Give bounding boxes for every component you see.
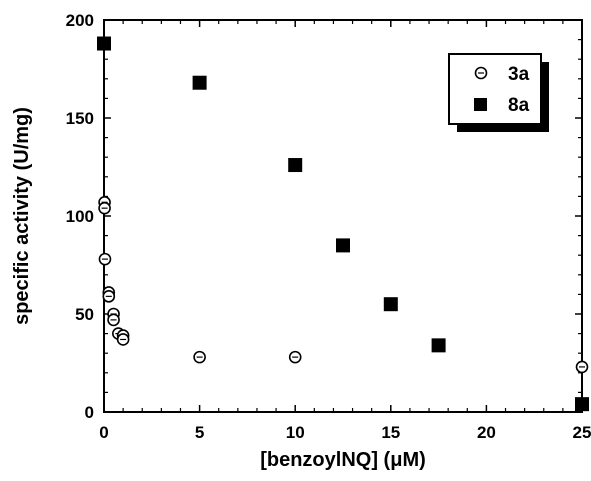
y-tick-label: 150: [66, 109, 94, 128]
legend: 3a 8a: [448, 53, 549, 132]
point-8a: [336, 238, 350, 253]
point-3a: [98, 201, 111, 215]
y-tick-label: 200: [66, 11, 94, 30]
legend-marker-8a: [474, 98, 487, 111]
legend-label-8a: 8a: [508, 95, 530, 116]
point-3a: [288, 350, 302, 364]
x-axis-label: [benzoylNQ] (μM): [260, 449, 426, 471]
point-3a: [107, 313, 120, 327]
x-tick-label: 10: [286, 423, 305, 442]
point-3a: [102, 290, 116, 303]
ticks-layer: 0 5 10 15 20 25 0 50 100 150 200: [66, 11, 591, 442]
x-tick-label: 25: [573, 423, 591, 442]
point-8a: [575, 397, 589, 412]
point-8a: [288, 158, 303, 173]
point-3a: [575, 360, 589, 374]
legend-box: [448, 53, 542, 125]
legend-label-3a: 3a: [508, 64, 530, 85]
y-tick-label: 50: [75, 305, 94, 324]
y-tick-label: 0: [85, 403, 94, 422]
point-3a: [193, 350, 206, 364]
y-tick-label: 100: [66, 207, 94, 226]
x-tick-label: 20: [477, 423, 496, 442]
point-8a: [192, 75, 207, 90]
y-axis-label: specific activity (U/mg): [11, 107, 33, 325]
point-3a: [116, 333, 130, 346]
point-8a: [383, 297, 398, 312]
x-tick-label: 5: [195, 423, 204, 442]
point-3a: [98, 252, 112, 266]
points-layer: [97, 36, 589, 412]
point-8a: [97, 36, 111, 51]
x-tick-label: 15: [381, 423, 400, 442]
point-8a: [431, 338, 446, 353]
x-tick-label: 0: [99, 423, 108, 442]
